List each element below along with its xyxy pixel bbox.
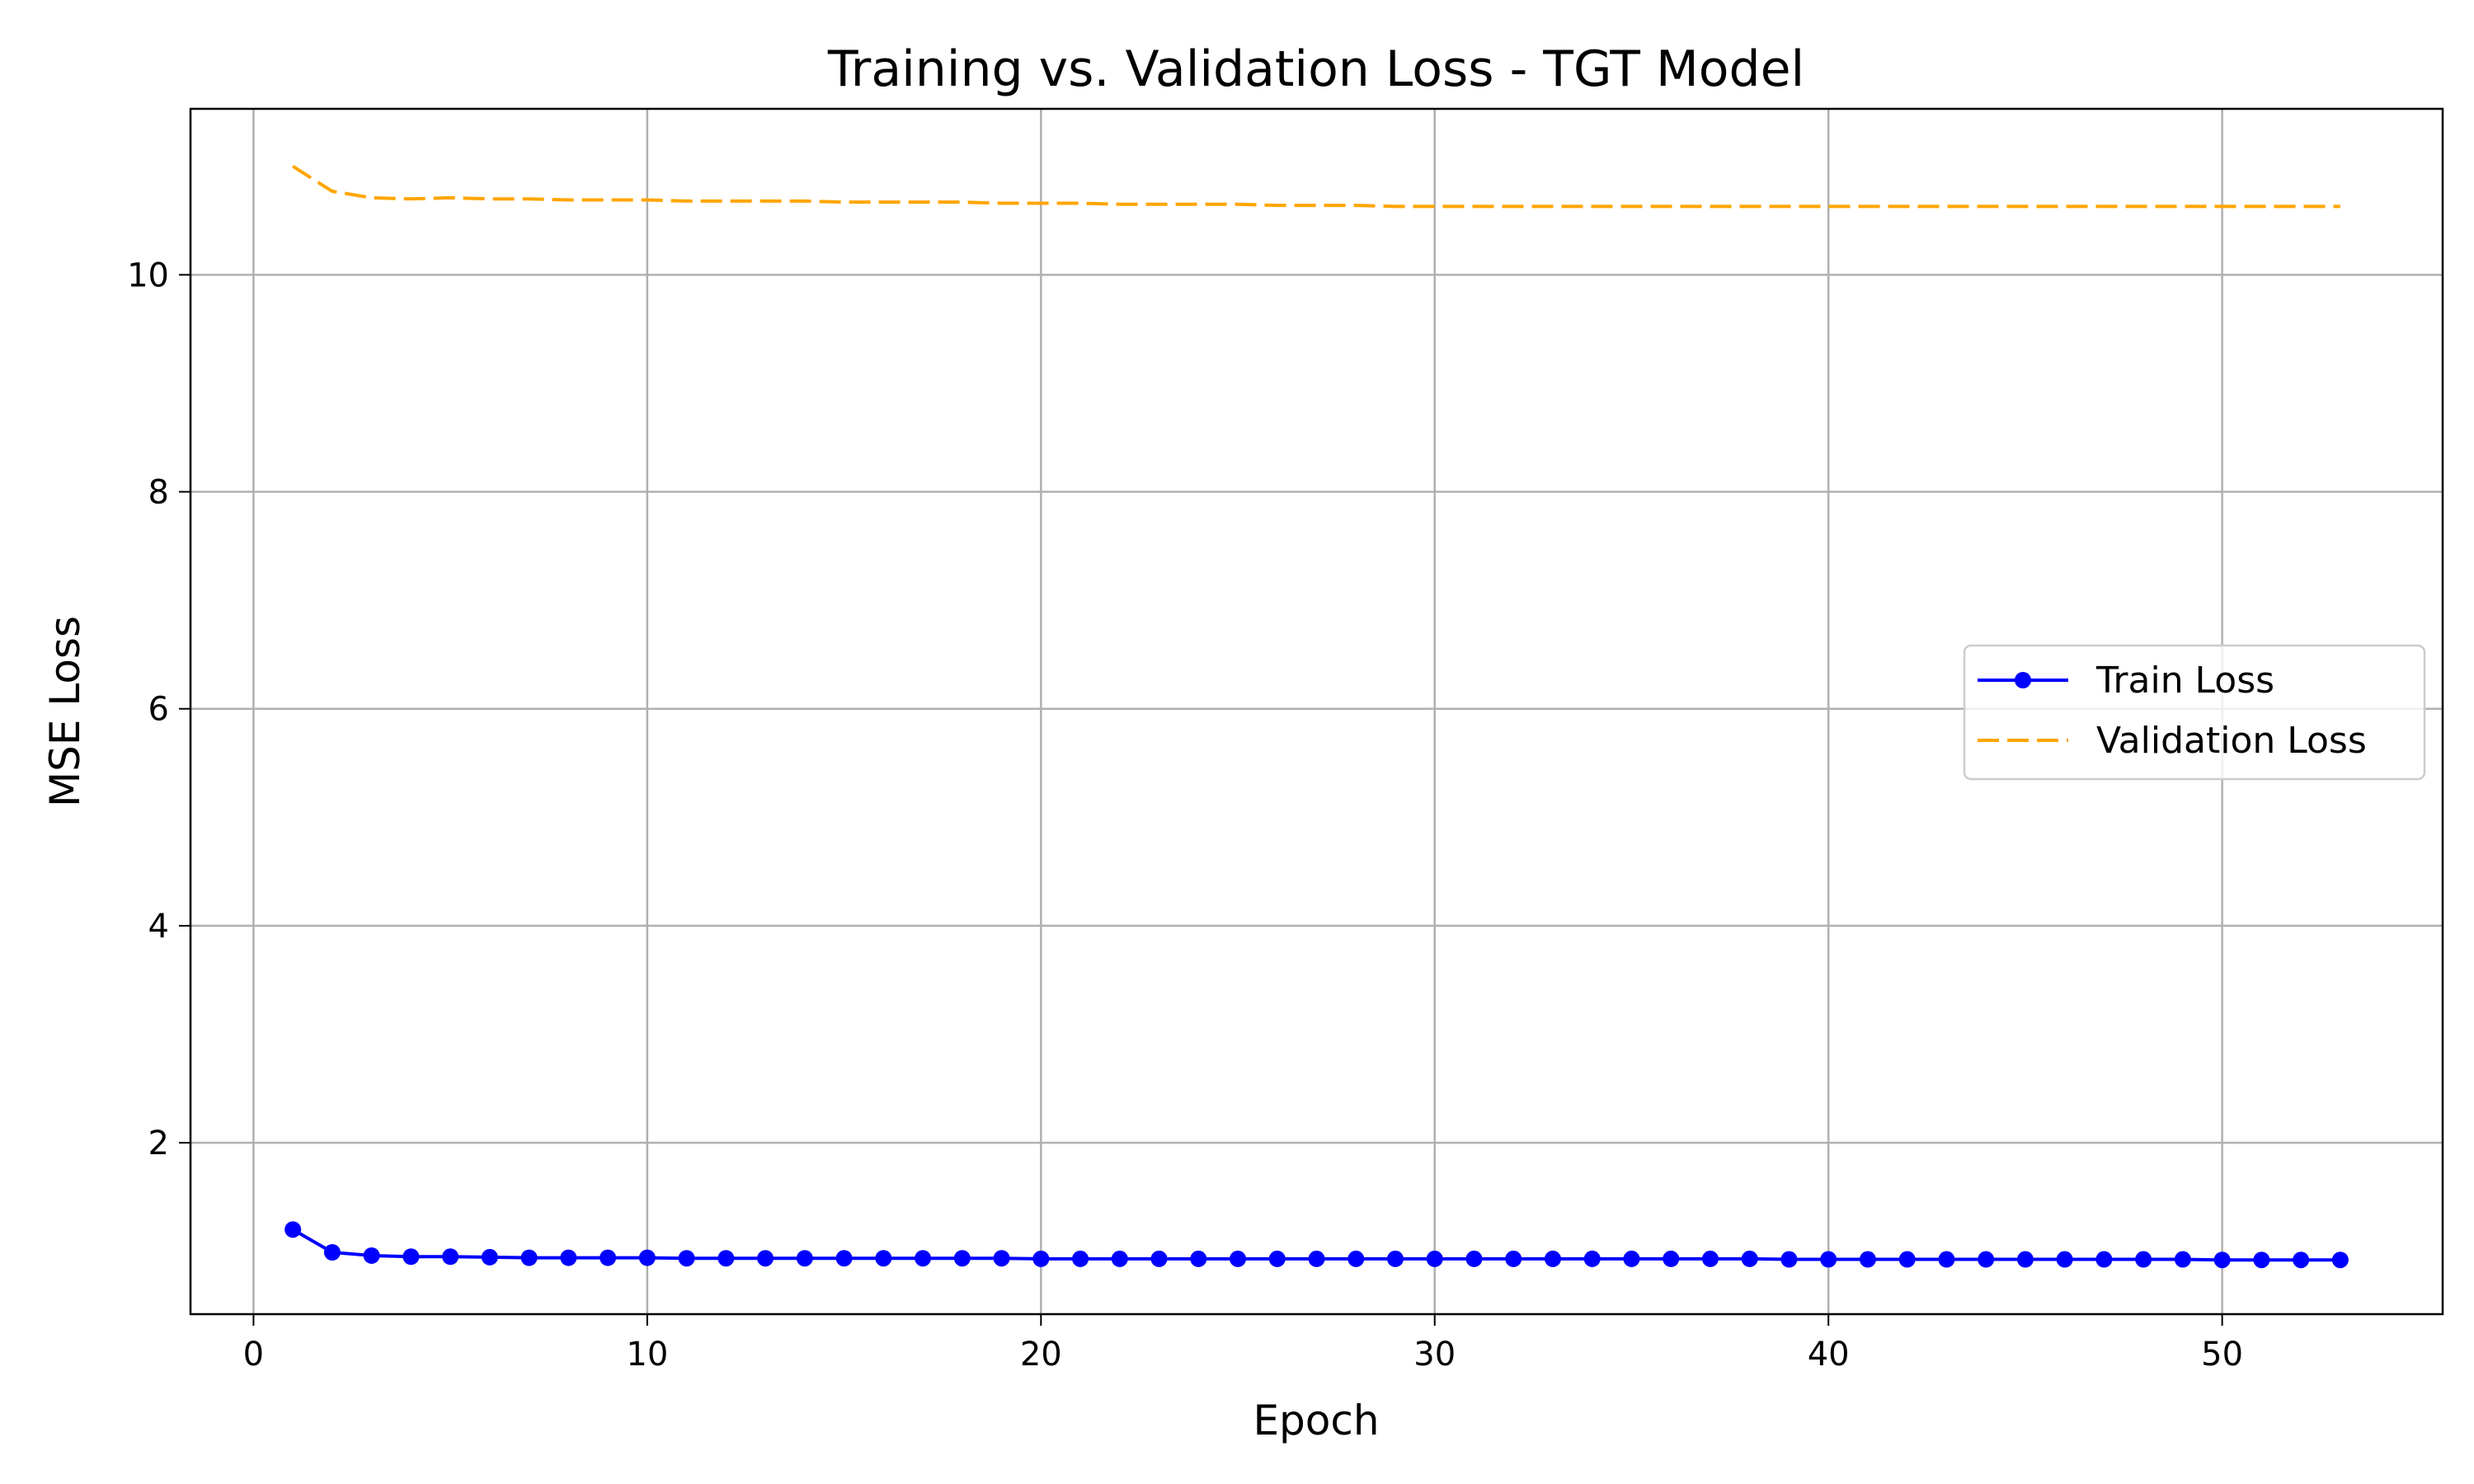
series-layer (285, 165, 2349, 1269)
train-loss-point (363, 1247, 380, 1264)
train-loss-point (1386, 1250, 1404, 1267)
train-loss-point (1111, 1250, 1128, 1267)
train-loss-point (285, 1221, 302, 1238)
train-loss-point (1701, 1250, 1719, 1267)
y-tick-label: 10 (127, 256, 169, 294)
x-tick-label: 40 (1808, 1336, 1850, 1374)
train-loss-point (2135, 1251, 2152, 1268)
train-loss-point (323, 1243, 341, 1261)
x-tick-label: 0 (243, 1336, 264, 1374)
train-loss-point (2056, 1251, 2073, 1268)
x-tick-label: 50 (2201, 1336, 2243, 1374)
train-loss-point (2095, 1251, 2113, 1268)
x-axis-label: Epoch (1253, 1397, 1379, 1444)
legend-train-swatch-marker (2015, 672, 2031, 688)
x-tick-label: 20 (1020, 1336, 1062, 1374)
train-loss-point (1741, 1250, 1758, 1267)
train-loss-point (1348, 1250, 1365, 1267)
train-loss-point (1938, 1251, 1955, 1268)
train-loss-point (993, 1250, 1010, 1267)
train-loss-point (1505, 1250, 1522, 1267)
train-loss-point (875, 1250, 892, 1267)
train-loss-point (835, 1250, 853, 1267)
train-loss-point (1820, 1251, 1837, 1268)
plot-frame (189, 107, 2444, 1316)
train-loss-point (1032, 1250, 1050, 1267)
train-loss-point (953, 1250, 971, 1267)
legend-train-label: Train Loss (2095, 660, 2274, 702)
x-tick-label: 30 (1413, 1336, 1456, 1374)
train-loss-point (1426, 1250, 1443, 1267)
train-loss-point (2016, 1251, 2034, 1268)
y-axis-label: MSE Loss (41, 616, 89, 807)
train-loss-point (638, 1249, 656, 1266)
train-loss-point (1780, 1251, 1798, 1268)
train-loss-point (717, 1250, 735, 1267)
train-loss-point (678, 1250, 695, 1267)
train-loss-point (757, 1250, 774, 1267)
train-loss-point (2213, 1252, 2231, 1269)
train-loss-point (1859, 1251, 1876, 1268)
legend-validation-label: Validation Loss (2096, 720, 2367, 762)
y-tick-label: 6 (148, 691, 169, 729)
train-loss-point (1544, 1250, 1561, 1267)
train-loss-point (2174, 1251, 2191, 1268)
train-loss-point (2293, 1252, 2310, 1269)
x-tick-label: 10 (626, 1336, 668, 1374)
train-loss-point (520, 1249, 538, 1266)
train-loss-point (2331, 1252, 2349, 1269)
train-loss-point (796, 1250, 813, 1267)
train-loss-point (1978, 1251, 1995, 1268)
train-loss-point (1268, 1250, 1286, 1267)
train-loss-point (1898, 1251, 1916, 1268)
train-loss-point (915, 1250, 932, 1267)
grid (190, 109, 2443, 1314)
chart-title: Training vs. Validation Loss - TGT Model (827, 40, 1804, 98)
train-loss-point (2253, 1252, 2270, 1269)
train-loss-point (1308, 1250, 1325, 1267)
train-loss-point (1190, 1250, 1207, 1267)
y-tick-label: 4 (148, 908, 169, 946)
train-loss-point (442, 1248, 459, 1266)
train-loss-point (1230, 1250, 1247, 1267)
legend-box (1963, 644, 2426, 781)
legend: Train Loss Validation Loss (1963, 644, 2426, 781)
train-loss-point (1623, 1250, 1640, 1267)
train-loss-point (402, 1248, 420, 1266)
train-loss-point (481, 1248, 498, 1266)
y-tick-label: 8 (148, 474, 169, 512)
train-loss-point (600, 1249, 617, 1266)
y-tick-label: 2 (148, 1125, 169, 1162)
train-loss-point (1583, 1250, 1601, 1267)
train-loss-point (1663, 1250, 1680, 1267)
train-loss-point (1465, 1250, 1483, 1267)
train-loss-point (560, 1249, 577, 1266)
train-loss-point (1072, 1250, 1089, 1267)
ticks: 0 10 20 30 40 50 2 4 6 8 10 (127, 256, 2243, 1374)
train-loss-point (1150, 1250, 1168, 1267)
